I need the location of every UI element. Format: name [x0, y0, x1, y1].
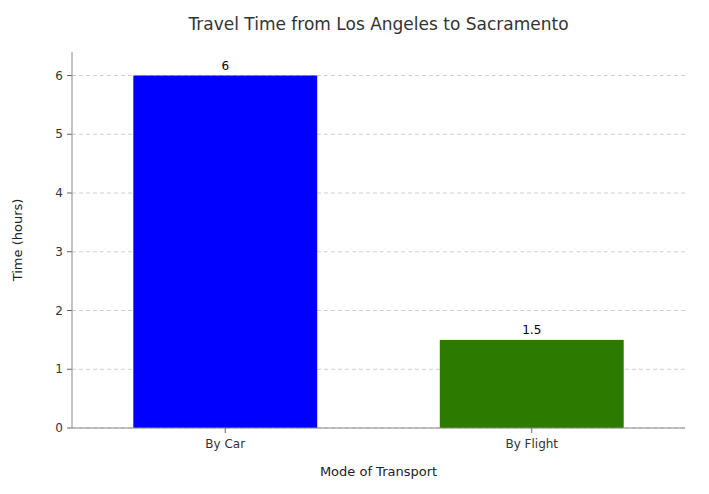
- y-tick: [67, 369, 72, 370]
- data-labels: 61.5: [221, 59, 541, 337]
- grid: [72, 76, 685, 429]
- y-tick: [67, 428, 72, 429]
- y-axis-label: Time (hours): [10, 199, 25, 283]
- y-tick: [67, 251, 72, 252]
- x-tick: [225, 428, 226, 433]
- data-label: 6: [221, 59, 229, 73]
- chart-svg: 012345661.5By CarBy FlightTravel Time fr…: [0, 0, 709, 494]
- y-tick-label: 6: [55, 69, 63, 83]
- x-tick: [531, 428, 532, 433]
- y-tick-label: 3: [55, 245, 63, 259]
- x-tick-label: By Car: [205, 437, 245, 451]
- y-tick-label: 2: [55, 304, 63, 318]
- axes: By Car By Flight: [72, 52, 685, 451]
- grid-line: [72, 428, 685, 429]
- y-tick: [67, 310, 72, 311]
- x-axis-label: Mode of Transport: [320, 464, 437, 479]
- y-tick-label: 4: [55, 186, 63, 200]
- y-axis-line: [72, 52, 73, 428]
- bar: [440, 340, 624, 428]
- x-tick-label: By Flight: [505, 437, 558, 451]
- y-tick-label: 1: [55, 362, 63, 376]
- y-tick: [67, 134, 72, 135]
- bars: [133, 76, 623, 429]
- bar: [133, 76, 317, 429]
- y-tick: [67, 75, 72, 76]
- y-tick-label: 0: [55, 421, 63, 435]
- chart-container: 012345661.5By CarBy FlightTravel Time fr…: [0, 0, 709, 494]
- y-tick-label: 5: [55, 127, 63, 141]
- x-axis-line: [72, 428, 685, 429]
- data-label: 1.5: [522, 323, 541, 337]
- y-tick: [67, 193, 72, 194]
- title: Travel Time from Los Angeles to Sacramen…: [187, 14, 568, 34]
- y-ticks: 0 1 2 3 4 5 6: [55, 69, 72, 436]
